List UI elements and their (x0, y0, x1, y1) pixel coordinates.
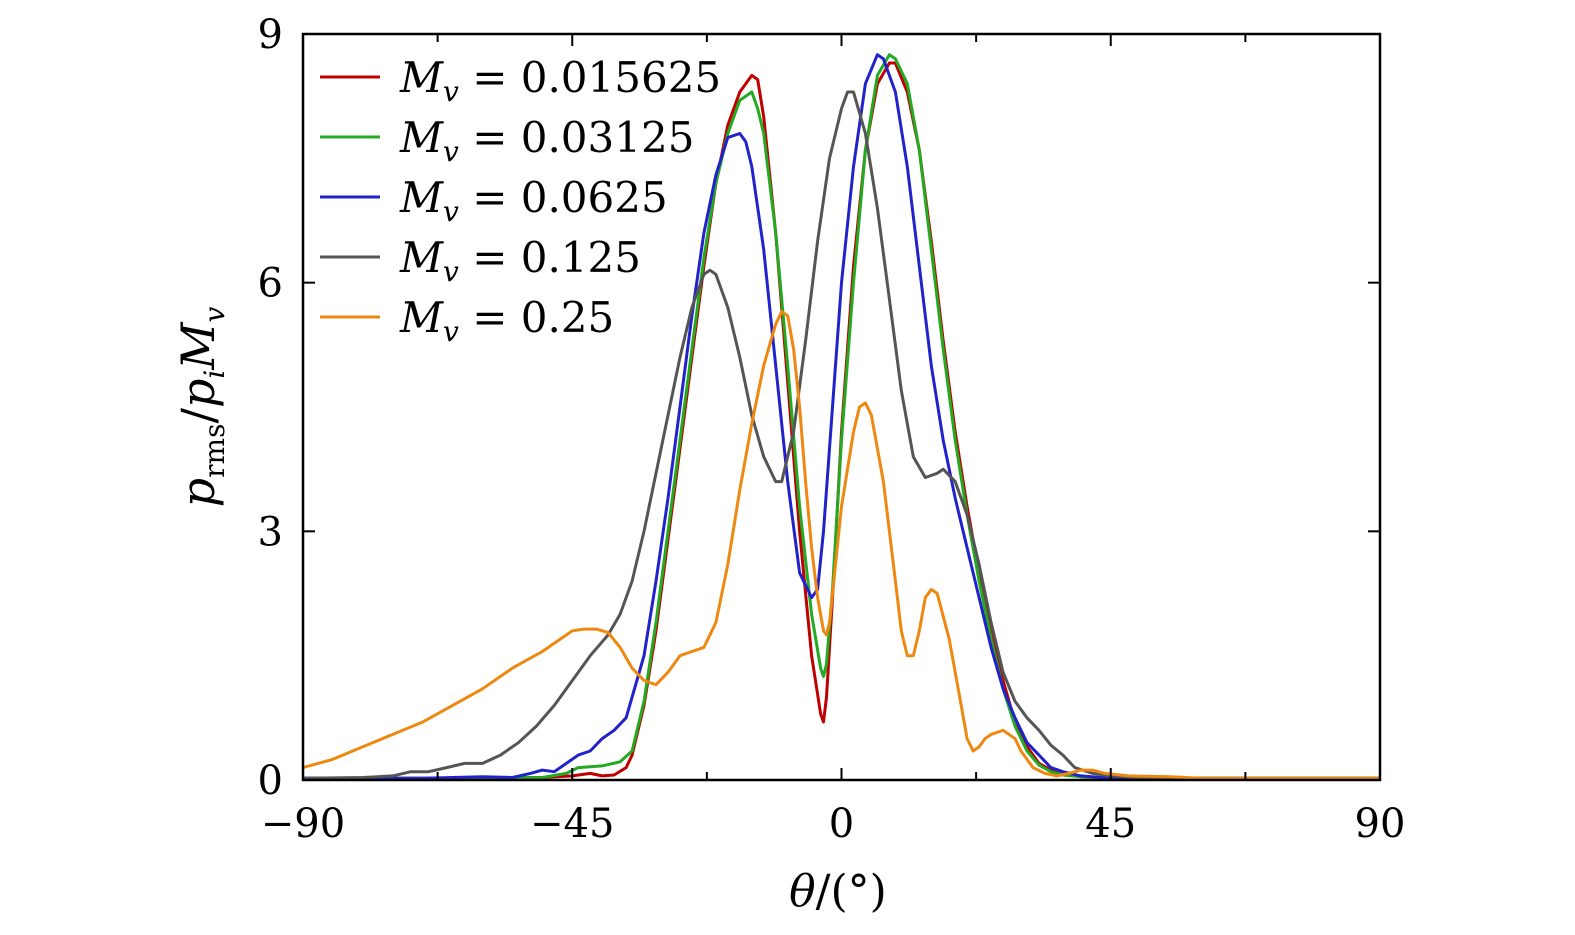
y-tick-label: 3 (258, 509, 283, 555)
y-axis-title-rms: rms (198, 424, 231, 478)
x-tick-label: −90 (261, 801, 345, 847)
x-tick-label: 90 (1355, 801, 1406, 847)
legend-label-1: Mv = 0.015625 (399, 53, 721, 108)
x-ticks: −90 −45 0 45 90 (261, 34, 1406, 847)
legend-label-5: Mv = 0.25 (399, 293, 614, 348)
series-line-4 (302, 90, 1380, 780)
y-axis-title-i: i (198, 370, 231, 379)
y-axis-title-slash: / (171, 408, 225, 424)
series-line-2 (303, 53, 1380, 780)
legend-label-3: Mv = 0.0625 (399, 173, 668, 228)
legend-label-4: Mv = 0.125 (399, 233, 641, 288)
plot-lines (302, 53, 1380, 780)
y-tick-label: 6 (258, 261, 283, 307)
x-tick-label: −45 (530, 801, 614, 847)
x-axis-title-var: θ (789, 866, 816, 917)
y-ticks: 0 3 6 9 (258, 12, 1380, 804)
series-line-3 (303, 53, 1380, 780)
x-axis-title-unit: /(°) (816, 866, 887, 917)
y-tick-label: 9 (258, 12, 283, 58)
x-tick-label: 45 (1085, 801, 1136, 847)
y-axis-title-pi: p (171, 379, 225, 408)
y-axis-title: prms/piMv (171, 307, 231, 508)
x-axis-title: θ/(°) (789, 866, 887, 917)
x-tick-label: 0 (829, 801, 854, 847)
y-axis-title-v: v (198, 307, 231, 323)
y-tick-label: 0 (258, 758, 283, 804)
legend-label-2: Mv = 0.03125 (399, 113, 694, 168)
series-line-5 (302, 310, 1380, 780)
y-axis-title-p: p (171, 478, 225, 507)
y-axis-title-M: M (171, 321, 225, 371)
